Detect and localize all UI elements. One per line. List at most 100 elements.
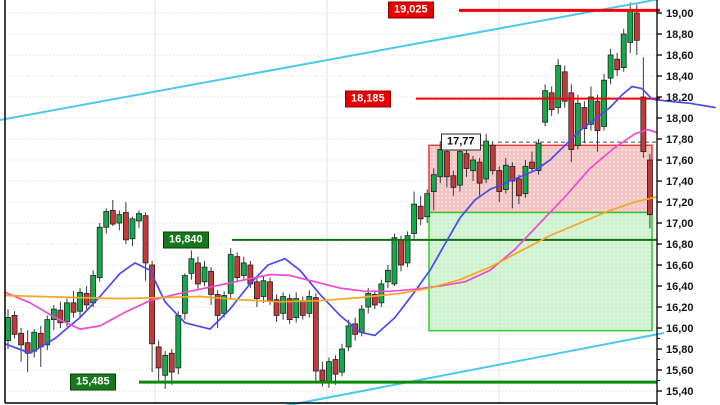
resistance-18185-label[interactable]: 18,185 (345, 90, 391, 108)
candle-body[interactable] (555, 65, 562, 108)
candle-body[interactable] (319, 369, 326, 381)
candle-body[interactable] (201, 266, 208, 283)
candle-body[interactable] (136, 213, 142, 222)
candle-body[interactable] (647, 159, 653, 216)
candle-body[interactable] (483, 140, 490, 180)
candle-body[interactable] (339, 348, 345, 373)
candle-body[interactable] (5, 317, 11, 342)
candle-body[interactable] (614, 58, 621, 71)
candle-body[interactable] (424, 193, 431, 218)
candle-body[interactable] (502, 164, 509, 190)
candle-body[interactable] (240, 262, 247, 276)
candle-body[interactable] (227, 254, 234, 294)
candle-body[interactable] (345, 325, 352, 348)
resistance-19025-label[interactable]: 19,025 (388, 1, 434, 19)
ma-slow-orange[interactable] (4, 195, 658, 303)
candle-body[interactable] (476, 161, 483, 184)
ma-fast-blue[interactable] (4, 85, 716, 355)
candle-body[interactable] (70, 302, 77, 313)
candle-body[interactable] (358, 308, 365, 333)
candle-body[interactable] (44, 319, 51, 346)
candle-body[interactable] (142, 215, 149, 264)
candle-body[interactable] (516, 178, 522, 197)
candle-body[interactable] (411, 203, 418, 234)
candle-body[interactable] (312, 297, 319, 372)
candle-body[interactable] (384, 269, 391, 283)
candle-body[interactable] (417, 205, 424, 220)
candle-body[interactable] (326, 361, 332, 384)
upper-channel-line[interactable] (0, 0, 661, 121)
candle-body[interactable] (208, 270, 214, 295)
candle-body[interactable] (535, 142, 542, 171)
candle-body[interactable] (299, 300, 306, 316)
candle-body[interactable] (443, 151, 450, 178)
candle-body[interactable] (542, 90, 548, 123)
candle-body[interactable] (470, 159, 476, 171)
candle-body[interactable] (221, 295, 228, 314)
candle-body[interactable] (607, 54, 614, 79)
candle-body[interactable] (588, 96, 594, 125)
candle-body[interactable] (306, 296, 313, 314)
candle-body[interactable] (64, 302, 70, 323)
candle-body[interactable] (450, 175, 457, 188)
support-15485-label[interactable]: 15,485 (70, 373, 116, 391)
candle-body[interactable] (149, 264, 156, 345)
candle-body[interactable] (378, 283, 385, 304)
candle-body[interactable] (195, 262, 201, 285)
candle-body[interactable] (581, 107, 588, 129)
pivot-1777-label[interactable]: 17,77 (441, 133, 481, 151)
candle-body[interactable] (253, 281, 260, 300)
candle-body[interactable] (260, 280, 267, 297)
candle-body[interactable] (496, 170, 503, 192)
candle-body[interactable] (116, 214, 123, 224)
candle-body[interactable] (391, 237, 398, 285)
candle-body[interactable] (489, 144, 496, 171)
candle-body[interactable] (188, 258, 195, 274)
candle-body[interactable] (457, 151, 463, 186)
candle-body[interactable] (109, 210, 116, 225)
candle-body[interactable] (601, 79, 607, 127)
candle-body[interactable] (129, 218, 136, 240)
candle-body[interactable] (568, 92, 575, 150)
candle-body[interactable] (522, 165, 529, 195)
candle-body[interactable] (332, 359, 339, 375)
candle-body[interactable] (11, 315, 18, 335)
candle-body[interactable] (267, 281, 273, 302)
candle-body[interactable] (77, 291, 83, 312)
candle-body[interactable] (123, 212, 129, 241)
candle-body[interactable] (620, 33, 627, 69)
candle-body[interactable] (574, 102, 581, 146)
candle-body[interactable] (214, 294, 221, 316)
candle-body[interactable] (162, 354, 169, 376)
lower-channel-line[interactable] (283, 332, 665, 405)
candle-body[interactable] (181, 275, 188, 314)
candle-body[interactable] (31, 331, 38, 352)
candle-body[interactable] (561, 71, 568, 102)
candle-body[interactable] (286, 298, 293, 321)
candle-body[interactable] (175, 315, 182, 369)
support-zone[interactable] (428, 211, 653, 332)
candle-body[interactable] (168, 352, 175, 373)
candle-body[interactable] (365, 292, 372, 308)
candle-body[interactable] (96, 226, 103, 279)
candle-body[interactable] (627, 10, 634, 43)
candle-body[interactable] (509, 165, 516, 182)
candle-body[interactable] (463, 153, 470, 169)
ma-mid-magenta[interactable] (4, 128, 658, 330)
candle-body[interactable] (633, 12, 640, 41)
candle-body[interactable] (83, 292, 90, 306)
candle-body[interactable] (640, 96, 647, 153)
candle-body[interactable] (398, 239, 404, 266)
candle-body[interactable] (234, 256, 241, 279)
candle-body[interactable] (293, 298, 300, 318)
candle-body[interactable] (103, 211, 110, 228)
candle-body[interactable] (548, 92, 555, 111)
candle-body[interactable] (430, 174, 437, 192)
candle-body[interactable] (57, 309, 64, 324)
candle-body[interactable] (371, 294, 378, 306)
candle-body[interactable] (18, 332, 25, 346)
candle-body[interactable] (437, 149, 444, 178)
candle-body[interactable] (529, 161, 535, 169)
support-16840-label[interactable]: 16,840 (163, 231, 209, 249)
